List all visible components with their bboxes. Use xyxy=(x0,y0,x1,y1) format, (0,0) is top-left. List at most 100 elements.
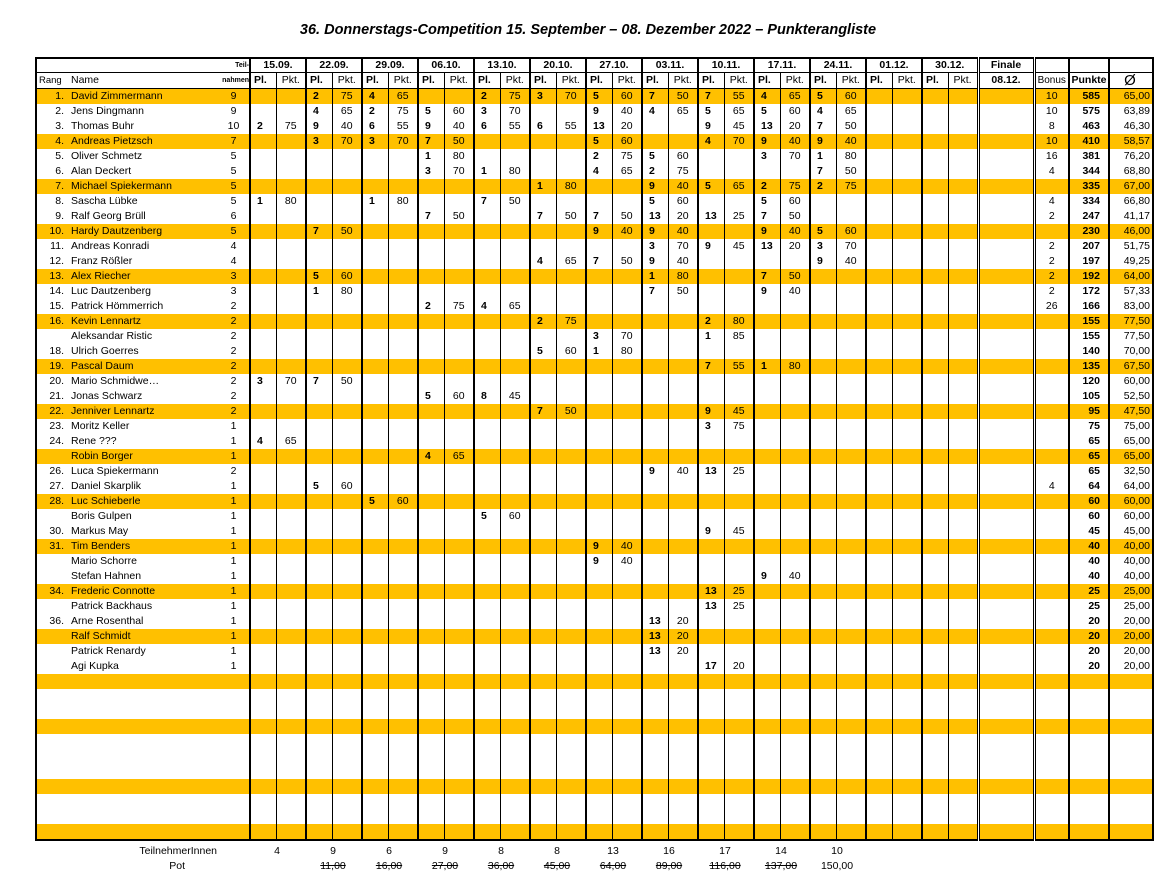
place-cell xyxy=(585,719,612,734)
place-cell: 9 xyxy=(641,254,668,269)
place-cell xyxy=(753,629,780,644)
place-cell xyxy=(753,689,780,704)
points-cell xyxy=(667,809,698,824)
points-cell xyxy=(499,284,530,299)
points-cell xyxy=(499,704,530,719)
place-cell xyxy=(921,584,948,599)
participation-count: 2 xyxy=(230,345,237,357)
place-cell xyxy=(753,584,780,599)
player-name xyxy=(68,749,218,764)
player-name: Andreas Pietzsch xyxy=(68,134,218,149)
place-cell xyxy=(529,704,556,719)
place-cell xyxy=(697,284,724,299)
points-cell xyxy=(779,554,810,569)
header-pkt-11: Pkt. xyxy=(891,72,922,89)
points-cell xyxy=(891,824,922,841)
header-pl-6: Pl. xyxy=(585,72,612,89)
points-cell xyxy=(387,689,418,704)
place-cell xyxy=(921,104,948,119)
points-cell: 70 xyxy=(555,88,586,104)
place-cell xyxy=(529,299,556,314)
place-cell xyxy=(641,419,668,434)
place-cell xyxy=(529,794,556,809)
points-cell xyxy=(275,254,306,269)
place-cell xyxy=(585,359,612,374)
points-cell xyxy=(611,644,642,659)
points-cell xyxy=(387,329,418,344)
participation-count: 1 xyxy=(230,555,237,567)
points-cell xyxy=(331,239,362,254)
place-cell xyxy=(417,419,444,434)
place-cell xyxy=(809,584,836,599)
rank-cell: 8. xyxy=(35,194,68,209)
place-cell xyxy=(585,614,612,629)
header-finale-top: Finale xyxy=(976,57,1034,73)
average-cell: 77,50 xyxy=(1108,314,1154,329)
points-cell xyxy=(891,584,922,599)
points-cell: 65 xyxy=(275,434,306,449)
place-cell: 5 xyxy=(417,104,444,119)
points-cell xyxy=(499,224,530,239)
place-cell xyxy=(473,614,500,629)
points-cell xyxy=(947,449,978,464)
points-cell xyxy=(891,749,922,764)
place-cell: 7 xyxy=(305,374,332,389)
total-points xyxy=(1068,824,1109,841)
points-cell xyxy=(723,764,754,779)
pot-value: 137,00 xyxy=(764,860,798,872)
empty-row xyxy=(35,674,1154,689)
table-row: Stefan Hahnen 1 9 40 40 40,00 xyxy=(35,569,1154,584)
place-cell xyxy=(417,254,444,269)
place-cell: 3 xyxy=(809,239,836,254)
header-pl-9: Pl. xyxy=(753,72,780,89)
place-cell: 13 xyxy=(753,239,780,254)
points-cell xyxy=(835,659,866,674)
place-cell xyxy=(809,704,836,719)
place-cell xyxy=(921,644,948,659)
place-cell: 1 xyxy=(529,179,556,194)
points-cell xyxy=(835,704,866,719)
place-cell xyxy=(809,779,836,794)
bonus-cell xyxy=(1032,509,1069,524)
place-cell: 1 xyxy=(753,359,780,374)
place-cell xyxy=(641,494,668,509)
points-cell xyxy=(555,164,586,179)
table-row: 13. Alex Riecher 3 5 60 1 80 7 50 2 192 64,00 xyxy=(35,269,1154,284)
finale-cell xyxy=(976,479,1034,494)
points-cell: 40 xyxy=(667,464,698,479)
player-name: Moritz Keller xyxy=(71,420,130,432)
place-cell xyxy=(249,209,276,224)
rank-cell: 24. xyxy=(35,434,68,449)
points-cell xyxy=(387,719,418,734)
total-points: 230 xyxy=(1068,224,1109,239)
total-points: 575 xyxy=(1068,104,1109,119)
points-cell xyxy=(275,329,306,344)
place-cell: 1 xyxy=(417,149,444,164)
place-cell xyxy=(585,314,612,329)
points-cell xyxy=(611,599,642,614)
table-row: Robin Borger 1 4 65 65 65,00 xyxy=(35,449,1154,464)
place-cell xyxy=(753,524,780,539)
rank-cell xyxy=(35,659,68,674)
points-cell xyxy=(835,284,866,299)
bonus-cell xyxy=(1032,584,1069,599)
rank-cell xyxy=(35,629,68,644)
points-cell xyxy=(667,389,698,404)
points-cell xyxy=(331,524,362,539)
place-cell xyxy=(305,659,332,674)
place-cell xyxy=(809,194,836,209)
place-cell xyxy=(641,344,668,359)
points-cell xyxy=(723,194,754,209)
points-cell xyxy=(499,674,530,689)
points-cell xyxy=(891,119,922,134)
place-cell xyxy=(305,329,332,344)
points-cell xyxy=(947,134,978,149)
points-cell xyxy=(947,299,978,314)
place-cell xyxy=(809,479,836,494)
place-cell xyxy=(921,344,948,359)
points-cell xyxy=(835,539,866,554)
place-cell: 5 xyxy=(641,194,668,209)
points-cell xyxy=(387,419,418,434)
place-cell xyxy=(697,629,724,644)
participation-count: 2 xyxy=(230,300,237,312)
